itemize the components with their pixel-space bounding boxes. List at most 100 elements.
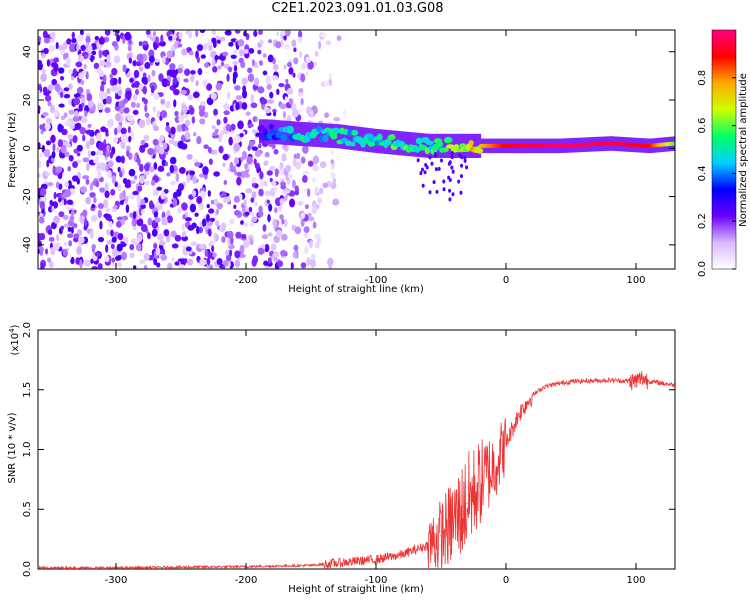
noise-blob — [73, 97, 81, 106]
signal-tail — [442, 179, 446, 184]
noise-blob — [89, 137, 95, 146]
noise-blob — [269, 91, 274, 99]
noise-blob — [139, 163, 144, 172]
signal-blob — [443, 147, 449, 152]
noise-blob — [108, 220, 113, 228]
noise-blob — [43, 148, 51, 158]
snr-data-point — [453, 520, 455, 522]
noise-blob — [81, 116, 88, 124]
noise-blob — [142, 85, 148, 95]
noise-blob — [82, 209, 88, 218]
noise-blob — [253, 30, 258, 37]
noise-blob — [258, 30, 263, 35]
noise-blob — [144, 104, 148, 113]
noise-blob — [151, 228, 158, 237]
signal-blob — [361, 137, 370, 144]
signal-tail — [459, 174, 463, 179]
noise-blob — [257, 247, 265, 255]
noise-blob — [115, 220, 122, 228]
noise-blob — [85, 140, 91, 150]
noise-blob — [67, 142, 71, 148]
noise-blob — [301, 62, 308, 70]
noise-blob — [72, 135, 78, 144]
noise-blob — [300, 73, 306, 83]
noise-blob — [233, 49, 238, 55]
noise-blob — [178, 166, 186, 174]
noise-blob — [184, 131, 191, 140]
noise-blob — [254, 61, 258, 68]
noise-blob — [53, 215, 61, 224]
noise-blob — [117, 262, 122, 268]
noise-blob — [259, 171, 264, 180]
noise-blob — [58, 211, 65, 218]
noise-blob — [60, 115, 66, 121]
noise-blob — [292, 72, 296, 78]
noise-blob — [276, 260, 284, 268]
spectrogram-ytick-label: -40 — [22, 237, 33, 253]
noise-blob — [280, 184, 287, 190]
noise-blob — [73, 223, 78, 229]
noise-blob — [223, 180, 228, 186]
noise-blob — [304, 204, 309, 210]
snr-frame — [37, 329, 676, 570]
noise-blob — [272, 64, 279, 71]
noise-blob — [330, 148, 335, 156]
noise-blob — [129, 244, 135, 251]
snr-data-point — [674, 384, 675, 386]
signal-halo — [416, 132, 419, 157]
noise-blob — [292, 251, 298, 259]
noise-blob — [199, 258, 206, 267]
noise-blob — [128, 168, 136, 177]
noise-blob — [134, 88, 140, 96]
noise-blob — [136, 218, 144, 227]
noise-blob — [38, 90, 41, 98]
noise-blob — [200, 54, 206, 59]
noise-blob — [40, 262, 45, 269]
noise-blob — [206, 97, 214, 106]
noise-blob — [78, 115, 83, 121]
noise-blob — [60, 225, 64, 231]
noise-blob — [214, 128, 219, 134]
noise-blob — [93, 196, 97, 204]
noise-blob — [280, 249, 287, 257]
noise-blob — [307, 188, 311, 197]
noise-blob — [83, 225, 88, 231]
snr-xtick-label: 100 — [626, 575, 645, 586]
noise-blob — [121, 251, 127, 261]
noise-blob — [80, 79, 85, 86]
noise-blob — [143, 135, 150, 141]
noise-blob — [300, 262, 307, 269]
signal-blob — [269, 129, 278, 135]
noise-blob — [118, 76, 122, 85]
noise-blob — [70, 258, 75, 265]
noise-blob — [46, 59, 51, 67]
noise-blob — [154, 58, 160, 63]
noise-blob — [318, 40, 322, 50]
noise-blob — [122, 98, 129, 104]
noise-blob — [67, 226, 72, 232]
noise-blob — [226, 254, 232, 262]
noise-blob — [246, 156, 254, 165]
noise-blob — [207, 40, 213, 47]
noise-blob — [132, 60, 137, 67]
noise-blob — [306, 58, 311, 63]
noise-blob — [58, 183, 63, 190]
noise-blob — [276, 88, 280, 96]
noise-blob — [223, 110, 230, 116]
noise-blob — [267, 232, 273, 237]
snr-data-point — [570, 380, 572, 382]
noise-blob — [58, 67, 65, 74]
colorbar-tick-label: 0.4 — [697, 165, 708, 181]
noise-blob — [102, 98, 107, 105]
noise-blob — [142, 40, 148, 46]
noise-blob — [191, 116, 196, 124]
noise-blob — [312, 177, 316, 183]
noise-blob — [306, 257, 310, 267]
noise-blob — [61, 128, 68, 136]
noise-blob — [259, 39, 264, 45]
noise-blob — [250, 102, 258, 109]
noise-blob — [97, 263, 103, 269]
noise-blob — [67, 83, 73, 90]
noise-blob — [217, 65, 222, 70]
noise-blob — [122, 64, 127, 73]
